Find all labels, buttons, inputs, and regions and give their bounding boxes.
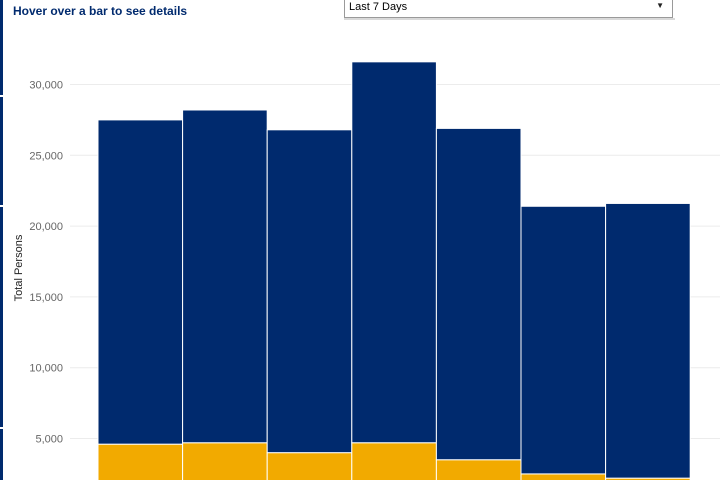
rail-divider <box>0 95 3 97</box>
bar-segment-upper[interactable] <box>97 119 184 445</box>
y-tick-label: 25,000 <box>29 150 63 162</box>
bar-segment-lower[interactable] <box>182 442 268 480</box>
range-select-shadow <box>344 18 675 20</box>
bar-segment-upper[interactable] <box>605 202 691 479</box>
bars <box>97 61 691 480</box>
rail-divider <box>0 205 3 207</box>
bar-segment-upper[interactable] <box>520 205 607 475</box>
bar-segment-lower[interactable] <box>435 459 522 480</box>
bar-segment-lower[interactable] <box>520 473 607 480</box>
left-rail <box>0 0 3 480</box>
hover-hint: Hover over a bar to see details <box>13 4 188 18</box>
y-tick-label: 15,000 <box>29 292 63 304</box>
bar-segment-upper[interactable] <box>435 127 522 461</box>
bar-segment-lower[interactable] <box>97 443 184 480</box>
bar-segment-upper[interactable] <box>182 109 268 444</box>
date-range-value: Last 7 Days <box>349 1 408 13</box>
date-range-select[interactable]: Last 7 Days ▼ <box>344 0 673 18</box>
bar-segment-upper[interactable] <box>351 61 437 444</box>
y-tick-label: 30,000 <box>29 80 63 92</box>
bar-segment-upper[interactable] <box>266 129 353 454</box>
bar-segment-lower[interactable] <box>266 452 353 480</box>
caret-down-icon: ▼ <box>656 1 664 10</box>
y-tick-label: 10,000 <box>29 363 63 375</box>
y-tick-label: 20,000 <box>29 221 63 233</box>
rail-divider <box>0 427 3 429</box>
bar-segment-lower[interactable] <box>351 442 437 480</box>
y-tick-label: 5,000 <box>35 434 63 446</box>
